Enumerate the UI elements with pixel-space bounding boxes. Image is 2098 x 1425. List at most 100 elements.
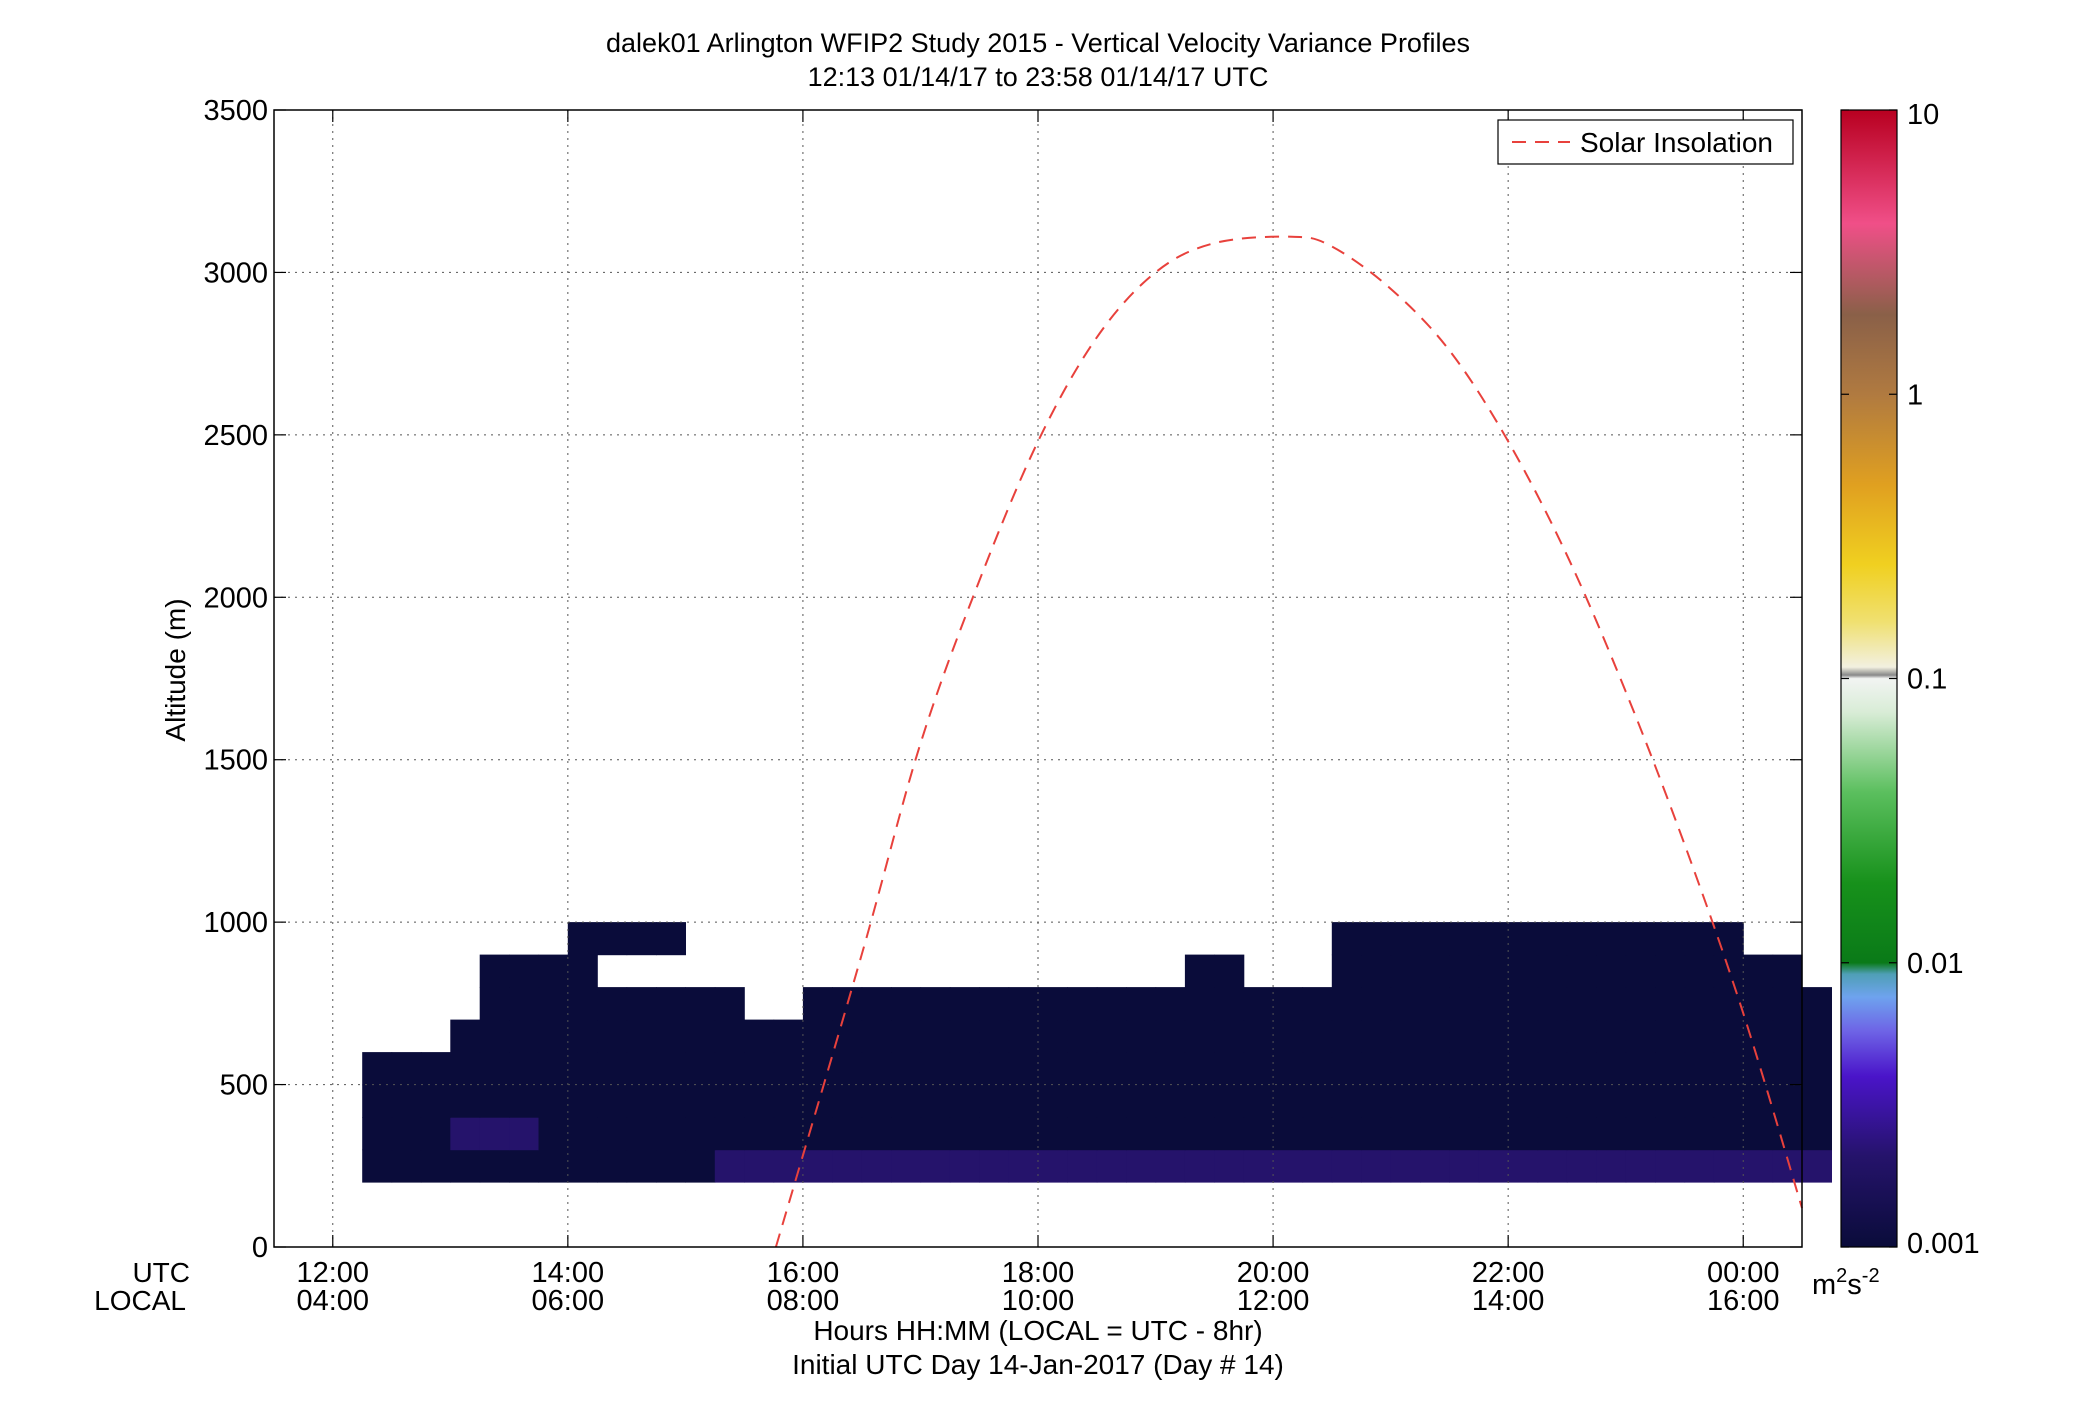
heatmap-cell [773, 1019, 804, 1053]
heatmap-cell [420, 1052, 451, 1086]
heatmap-cell [1743, 954, 1774, 988]
heatmap-cell [1184, 1149, 1215, 1183]
heatmap-cell [1420, 1117, 1450, 1151]
heatmap-cell [1449, 1117, 1480, 1151]
heatmap-cell [1038, 1019, 1068, 1053]
heatmap-cell [1566, 1149, 1597, 1183]
heatmap-cell [1126, 1117, 1157, 1151]
heatmap-cell [1361, 987, 1392, 1021]
heatmap-cell [1008, 1149, 1039, 1183]
heatmap-cell [1331, 1019, 1362, 1053]
heatmap-cell [1331, 1052, 1362, 1086]
x-tick-label-local: 04:00 [296, 1285, 369, 1317]
heatmap-cell [861, 987, 892, 1021]
heatmap-cell [567, 1149, 598, 1183]
heatmap-cell [1243, 1149, 1274, 1183]
heatmap-cell [1655, 1084, 1686, 1118]
heatmap-cell [479, 1149, 510, 1183]
heatmap-cell [1243, 1084, 1274, 1118]
heatmap-cell [1096, 987, 1127, 1021]
heatmap-cell [626, 1052, 657, 1086]
heatmap-cell [685, 1149, 716, 1183]
heatmap-cell [1302, 987, 1333, 1021]
heatmap-cell [1772, 954, 1803, 988]
heatmap-cell [1155, 987, 1186, 1021]
chart-title: dalek01 Arlington WFIP2 Study 2015 - Ver… [606, 28, 1470, 58]
heatmap-cell [1331, 1117, 1362, 1151]
heatmap-cell [1537, 1149, 1568, 1183]
legend-label: Solar Insolation [1580, 127, 1773, 158]
heatmap-cell [509, 987, 540, 1021]
heatmap-cell [567, 1084, 598, 1118]
heatmap-cell [1390, 922, 1421, 956]
heatmap-cell [597, 1019, 628, 1053]
y-tick-label: 2000 [203, 582, 268, 614]
heatmap-cell [1772, 1084, 1803, 1118]
heatmap-cell [1067, 987, 1098, 1021]
colorbar-tick-label: 0.1 [1907, 664, 1947, 696]
heatmap-cell [1802, 1149, 1832, 1183]
y-tick-label: 1500 [203, 745, 268, 777]
heatmap-cell [714, 1117, 745, 1151]
heatmap-cell [744, 1149, 775, 1183]
heatmap-cell [1008, 1019, 1039, 1053]
heatmap-cell [1508, 1019, 1539, 1053]
heatmap-cell [1273, 1052, 1304, 1086]
heatmap-cell [1449, 1084, 1480, 1118]
x-tick-label-utc: 12:00 [296, 1257, 369, 1289]
legend: Solar Insolation [1497, 119, 1794, 165]
heatmap-cell [1302, 1052, 1333, 1086]
heatmap-cell [1566, 922, 1597, 956]
heatmap-cell [685, 1019, 716, 1053]
heatmap-cell [656, 1149, 686, 1183]
heatmap-cell [832, 1117, 863, 1151]
heatmap-cell [1566, 954, 1597, 988]
heatmap-cell [773, 1117, 804, 1151]
heatmap-cell [920, 1149, 951, 1183]
heatmap-cell [1743, 1084, 1774, 1118]
heatmap-cell [1184, 1019, 1215, 1053]
heatmap-cell [1596, 1117, 1627, 1151]
heatmap-cell [626, 1019, 657, 1053]
heatmap-cell [714, 1084, 745, 1118]
heatmap-cell [1478, 1117, 1509, 1151]
heatmap-cell [949, 987, 980, 1021]
heatmap-cell [1038, 1117, 1068, 1151]
heatmap-cell [1155, 1019, 1186, 1053]
heatmap-cell [1566, 1084, 1597, 1118]
heatmap-cell [744, 1117, 775, 1151]
heatmap-cell [685, 1052, 716, 1086]
heatmap-cell [1067, 1149, 1098, 1183]
heatmap-cell [802, 987, 833, 1021]
heatmap-cell [1420, 1052, 1450, 1086]
heatmap-cell [949, 1052, 980, 1086]
heatmap-cell [1214, 954, 1245, 988]
heatmap-cell [597, 987, 628, 1021]
heatmap-cell [1067, 1052, 1098, 1086]
heatmap-cell [1214, 1019, 1245, 1053]
heatmap [362, 922, 1832, 1183]
colorbar-tick-label: 0.001 [1907, 1228, 1980, 1260]
heatmap-cell [391, 1084, 422, 1118]
heatmap-cell [1596, 1149, 1627, 1183]
heatmap-cell [1243, 987, 1274, 1021]
heatmap-cell [1008, 1117, 1039, 1151]
heatmap-cell [567, 1117, 598, 1151]
heatmap-cell [1596, 922, 1627, 956]
heatmap-cell [832, 1149, 863, 1183]
heatmap-cell [1684, 922, 1715, 956]
heatmap-cell [1655, 922, 1686, 956]
heatmap-cell [1508, 1149, 1539, 1183]
heatmap-cell [1772, 1019, 1803, 1053]
heatmap-cell [1478, 1019, 1509, 1053]
heatmap-cell [656, 1117, 686, 1151]
heatmap-cell [1743, 987, 1774, 1021]
heatmap-cell [1096, 1019, 1127, 1053]
heatmap-cell [979, 1084, 1010, 1118]
heatmap-cell [1184, 1052, 1215, 1086]
heatmap-cell [1302, 1084, 1333, 1118]
heatmap-cell [979, 1052, 1010, 1086]
heatmap-cell [1420, 922, 1450, 956]
heatmap-cell [979, 1019, 1010, 1053]
heatmap-cell [1596, 1084, 1627, 1118]
